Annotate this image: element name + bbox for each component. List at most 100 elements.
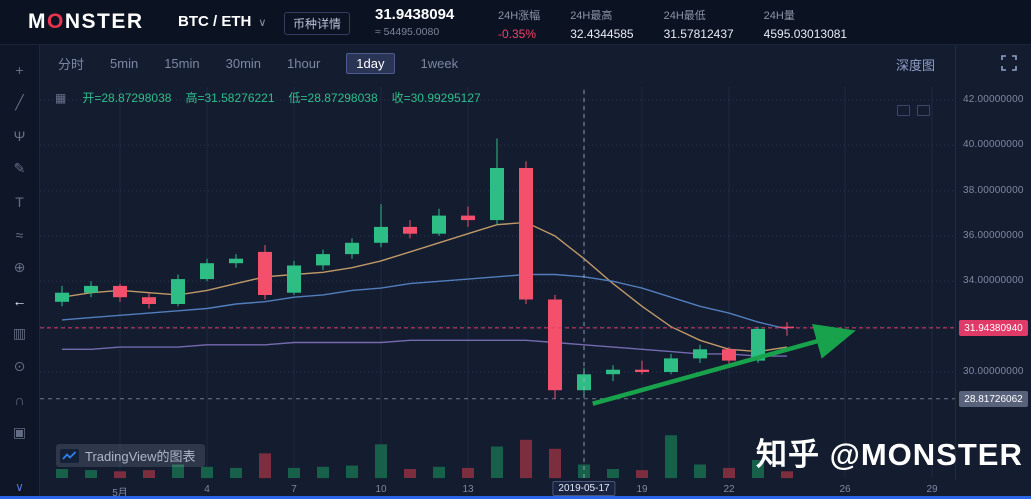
volume-bar [230,467,242,478]
candle-body [780,326,794,329]
interval-tab-5min[interactable]: 5min [110,56,139,71]
candle-body [374,226,388,243]
trend-arrow [592,323,856,406]
depth-chart-link[interactable]: 深度图 [895,58,935,73]
stat-label: 24H最高 [570,10,613,22]
y-axis-label: 42.00000000 [963,94,1024,105]
candle-body [316,254,330,266]
logo-o-mark: O [47,10,65,33]
logo-text: M [28,10,47,33]
trend-line-tool-icon[interactable]: ╱ [15,94,24,110]
chevron-down-icon: ∨ [258,17,267,29]
pane-controls [897,105,930,116]
collapse-toolbar-icon[interactable]: ∨ [15,480,24,494]
ohlc-value-低: 低=28.87298038 [288,91,378,105]
time-axis[interactable]: 5月 4 7 10 13 2019-05-17 19 22 26 29 [40,480,955,499]
ohlc-value-收: 收=30.99295127 [391,91,481,105]
coin-details-button[interactable]: 币种详情 [284,12,351,35]
stat-label: 24H量 [763,10,795,22]
volume-bar [56,469,68,478]
lock-tool-icon[interactable]: ▣ [12,424,27,440]
x-axis-label: 4 [204,484,210,495]
volume-bar [288,467,300,478]
candle-body [229,258,243,264]
stat-value: -0.35% [498,27,537,41]
candle-body [55,292,69,302]
x-axis-label: 22 [723,484,735,495]
volume-bar [143,470,155,478]
candle-body [664,358,678,372]
y-axis-label: 36.00000000 [963,230,1024,241]
candle-body [432,215,446,234]
volume-bar [665,435,677,479]
volume-bar [375,444,387,479]
brush-tool-icon[interactable]: ✎ [13,160,26,176]
x-axis-label: 19 [636,484,648,495]
compare-tool-icon[interactable]: ▥ [12,325,27,341]
pattern-tool-icon[interactable]: ≈ [15,226,24,243]
candle-body [287,265,301,293]
volume-bar [491,446,503,478]
chart-topbar: 分时 5min 15min 30min 1hour 1day 1week 深度图 [40,45,1031,81]
interval-tab-1day[interactable]: 1day [346,53,395,74]
text-tool-icon[interactable]: T [15,193,24,210]
interval-tab-1week[interactable]: 1week [420,56,459,71]
y-axis-label: 40.00000000 [963,139,1024,150]
candlestick-chart[interactable] [40,45,955,480]
magnet-tool-icon[interactable]: ∩ [14,391,25,408]
price-axis[interactable]: 31.94380940 28.81726062 42.00000000 40.00… [955,45,1031,480]
tradingview-logo-icon [60,448,79,463]
candle-body [577,374,591,391]
y-axis-label: 38.00000000 [963,185,1024,196]
ohlc-value-开: 开=28.87298038 [82,91,172,105]
header-bar: MONSTER BTC / ETH ∨ 币种详情 31.9438094 ≈ 544… [0,0,1031,45]
candle-body [200,263,214,280]
y-axis-label: 34.00000000 [963,275,1024,286]
volume-bar [578,464,590,478]
volume-bar [462,467,474,478]
back-arrow-tool-icon[interactable]: ← [12,292,27,309]
crosshair-tool-icon[interactable]: + [15,61,24,78]
24h-stats: 24H涨幅 -0.35% 24H最高 32.4344585 24H最低 31.578124… [498,7,847,41]
header-stat: 24H最高 32.4344585 [570,7,633,41]
zoom-tool-icon[interactable]: ⊙ [13,358,26,374]
pitchfork-tool-icon[interactable]: Ψ [13,127,26,144]
chart-scrollbar[interactable] [0,496,1031,499]
y-axis-label: 30.00000000 [963,366,1024,377]
x-axis-label: 2019-05-17 [552,481,616,496]
current-price-badge: 31.94380940 [959,320,1028,336]
candle-body [461,215,475,221]
grid-icon: ▦ [55,90,67,105]
pair-selector[interactable]: BTC / ETH ∨ [178,13,266,30]
ma2-line [61,273,788,330]
volume-bar [549,448,561,479]
camera-icon[interactable] [897,105,910,116]
candle-body [345,242,359,255]
x-axis-label: 29 [926,484,938,495]
interval-tabs: 分时 5min 15min 30min 1hour 1day 1week [58,53,458,74]
interval-tab-30min[interactable]: 30min [225,56,262,71]
candle-body [171,279,185,304]
fullscreen-icon[interactable] [1000,54,1018,72]
volume-bar [114,471,126,479]
stat-label: 24H最低 [663,10,706,22]
candle-body [142,297,156,304]
x-axis-label: 7 [291,484,297,495]
volume-bar [781,471,793,479]
candle-body [84,285,98,293]
interval-tab-15min[interactable]: 15min [164,56,200,71]
interval-tab-1hour[interactable]: 1hour [287,56,321,71]
x-axis-label: 26 [839,484,851,495]
zhihu-watermark: 知乎 @MONSTER [756,437,1023,472]
maximize-pane-icon[interactable] [917,105,930,116]
stat-label: 24H涨幅 [498,10,541,22]
interval-tab-分时[interactable]: 分时 [58,57,85,72]
volume-bar [317,466,329,479]
candle-body [519,168,533,300]
price-fiat-approx: ≈ 54495.0080 [375,26,440,38]
candle-body [490,168,504,221]
position-tool-icon[interactable]: ⊕ [13,259,26,275]
volume-bar [433,466,445,479]
volume-bar [694,464,706,478]
